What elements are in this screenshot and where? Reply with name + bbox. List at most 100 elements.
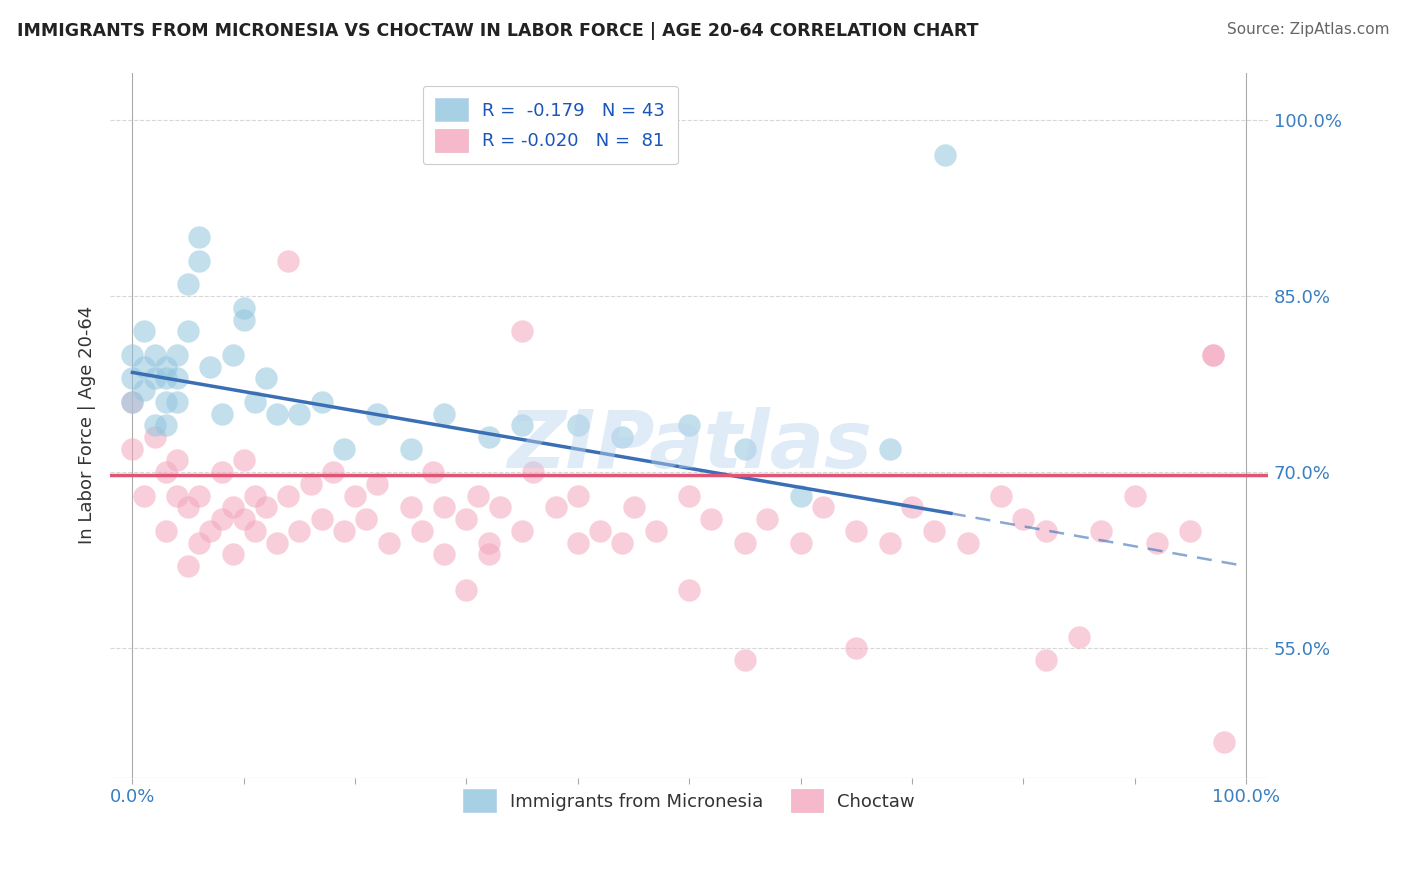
Point bbox=[254, 500, 277, 515]
Point bbox=[188, 230, 211, 244]
Point bbox=[1067, 630, 1090, 644]
Point bbox=[522, 465, 544, 479]
Point bbox=[121, 394, 143, 409]
Point bbox=[879, 535, 901, 549]
Point bbox=[211, 407, 233, 421]
Point bbox=[399, 500, 422, 515]
Point bbox=[221, 348, 243, 362]
Point bbox=[121, 348, 143, 362]
Point bbox=[177, 559, 200, 574]
Point bbox=[433, 500, 456, 515]
Point bbox=[489, 500, 512, 515]
Point bbox=[200, 359, 222, 374]
Point bbox=[700, 512, 723, 526]
Text: IMMIGRANTS FROM MICRONESIA VS CHOCTAW IN LABOR FORCE | AGE 20-64 CORRELATION CHA: IMMIGRANTS FROM MICRONESIA VS CHOCTAW IN… bbox=[17, 22, 979, 40]
Point bbox=[211, 465, 233, 479]
Point bbox=[243, 489, 266, 503]
Point bbox=[121, 394, 143, 409]
Point bbox=[166, 489, 188, 503]
Point bbox=[211, 512, 233, 526]
Point bbox=[467, 489, 489, 503]
Point bbox=[510, 324, 533, 338]
Point bbox=[277, 489, 299, 503]
Y-axis label: In Labor Force | Age 20-64: In Labor Force | Age 20-64 bbox=[79, 306, 96, 544]
Point bbox=[232, 312, 254, 326]
Point bbox=[254, 371, 277, 385]
Point bbox=[155, 524, 177, 538]
Point bbox=[456, 512, 478, 526]
Point bbox=[734, 535, 756, 549]
Point bbox=[1035, 524, 1057, 538]
Point bbox=[356, 512, 378, 526]
Point bbox=[311, 512, 333, 526]
Point bbox=[155, 394, 177, 409]
Point bbox=[1146, 535, 1168, 549]
Point bbox=[956, 535, 979, 549]
Point bbox=[644, 524, 666, 538]
Point bbox=[121, 442, 143, 456]
Point bbox=[143, 418, 166, 433]
Point bbox=[333, 524, 356, 538]
Point bbox=[1212, 735, 1234, 749]
Point bbox=[200, 524, 222, 538]
Point bbox=[288, 407, 311, 421]
Point bbox=[143, 348, 166, 362]
Point bbox=[143, 371, 166, 385]
Point bbox=[311, 394, 333, 409]
Point bbox=[155, 371, 177, 385]
Point bbox=[567, 489, 589, 503]
Point bbox=[612, 430, 634, 444]
Point bbox=[288, 524, 311, 538]
Point bbox=[299, 477, 322, 491]
Point bbox=[188, 489, 211, 503]
Point bbox=[934, 148, 956, 162]
Point bbox=[344, 489, 367, 503]
Point bbox=[266, 535, 288, 549]
Point bbox=[243, 394, 266, 409]
Point bbox=[901, 500, 924, 515]
Point bbox=[567, 535, 589, 549]
Point bbox=[922, 524, 945, 538]
Point bbox=[510, 524, 533, 538]
Point bbox=[478, 535, 501, 549]
Point bbox=[132, 359, 155, 374]
Point bbox=[411, 524, 433, 538]
Point bbox=[155, 359, 177, 374]
Point bbox=[143, 430, 166, 444]
Point bbox=[232, 453, 254, 467]
Point bbox=[121, 371, 143, 385]
Point bbox=[243, 524, 266, 538]
Legend: Immigrants from Micronesia, Choctaw: Immigrants from Micronesia, Choctaw bbox=[451, 776, 928, 825]
Point bbox=[478, 548, 501, 562]
Point bbox=[322, 465, 344, 479]
Point bbox=[132, 383, 155, 397]
Point bbox=[221, 500, 243, 515]
Point bbox=[1201, 348, 1223, 362]
Point bbox=[166, 453, 188, 467]
Point bbox=[1201, 348, 1223, 362]
Point bbox=[623, 500, 645, 515]
Point bbox=[1090, 524, 1112, 538]
Point bbox=[789, 535, 811, 549]
Point bbox=[845, 641, 868, 656]
Point bbox=[177, 324, 200, 338]
Point bbox=[132, 324, 155, 338]
Point bbox=[510, 418, 533, 433]
Point bbox=[232, 301, 254, 315]
Point bbox=[221, 548, 243, 562]
Point bbox=[811, 500, 834, 515]
Text: Source: ZipAtlas.com: Source: ZipAtlas.com bbox=[1226, 22, 1389, 37]
Point bbox=[166, 371, 188, 385]
Point bbox=[366, 407, 388, 421]
Point bbox=[277, 253, 299, 268]
Point bbox=[678, 582, 700, 597]
Point bbox=[990, 489, 1012, 503]
Point bbox=[734, 442, 756, 456]
Point bbox=[567, 418, 589, 433]
Point bbox=[612, 535, 634, 549]
Point bbox=[478, 430, 501, 444]
Point bbox=[756, 512, 779, 526]
Point bbox=[422, 465, 444, 479]
Point bbox=[1123, 489, 1146, 503]
Point bbox=[399, 442, 422, 456]
